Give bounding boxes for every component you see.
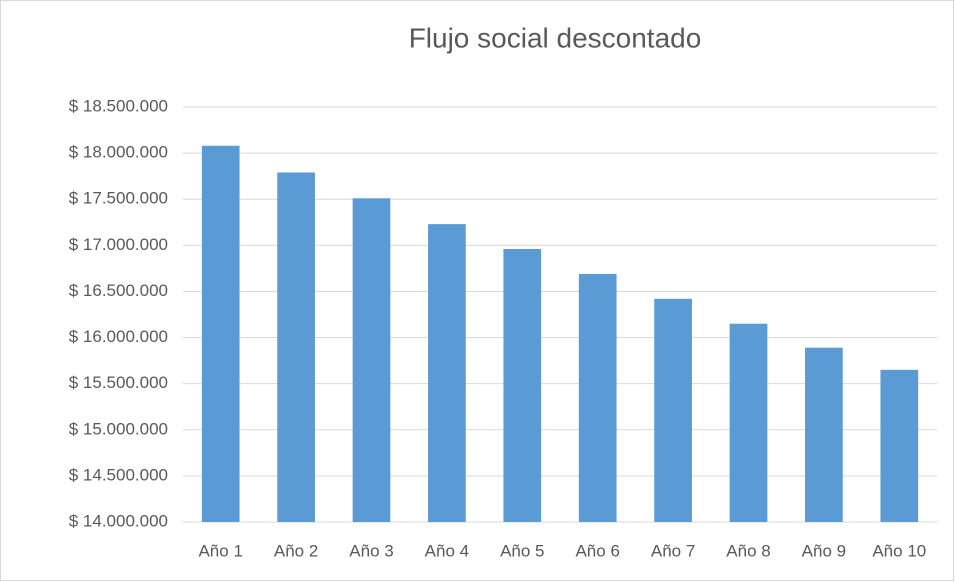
x-tick-label: Año 7 [651,541,695,560]
y-tick-label: $ 18.500.000 [69,96,168,115]
bar [277,172,315,522]
x-tick-label: Año 3 [349,541,393,560]
y-tick-label: $ 14.500.000 [69,465,168,484]
bar [503,249,542,522]
y-tick-label: $ 15.500.000 [69,373,168,392]
y-tick-label: $ 15.000.000 [69,419,168,438]
x-tick-label: Año 9 [802,541,846,560]
bar [880,369,919,522]
x-tick-label: Año 2 [274,541,318,560]
x-tick-label: Año 6 [575,541,619,560]
bar [428,224,466,522]
bar [805,347,843,522]
y-tick-label: $ 14.000.000 [69,511,168,530]
x-tick-label: Año 8 [726,541,770,560]
x-tick-label: Año 4 [425,541,469,560]
y-tick-label: $ 17.500.000 [69,189,168,208]
y-tick-label: $ 17.000.000 [69,235,168,254]
y-tick-label: $ 16.000.000 [69,327,168,346]
x-tick-label: Año 10 [872,541,926,560]
bar [654,298,692,522]
bar [352,198,391,523]
bar [578,273,617,522]
bar [201,145,240,522]
y-tick-label: $ 18.000.000 [69,143,168,162]
chart-title: Flujo social descontado [409,22,702,53]
y-tick-label: $ 16.500.000 [69,281,168,300]
bar [729,323,768,522]
x-tick-label: Año 1 [198,541,242,560]
x-tick-label: Año 5 [500,541,544,560]
